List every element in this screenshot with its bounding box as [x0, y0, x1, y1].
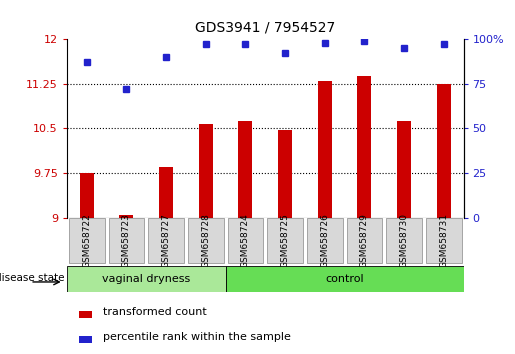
- Bar: [159, 167, 173, 218]
- Text: GSM658726: GSM658726: [320, 213, 329, 268]
- Text: GSM658727: GSM658727: [162, 213, 170, 268]
- Text: control: control: [325, 274, 364, 284]
- Text: disease state: disease state: [0, 273, 65, 283]
- FancyBboxPatch shape: [226, 266, 464, 292]
- FancyBboxPatch shape: [347, 218, 382, 263]
- Text: GSM658724: GSM658724: [241, 213, 250, 268]
- Bar: [437, 84, 451, 218]
- Bar: [238, 121, 252, 218]
- Bar: [79, 311, 92, 318]
- Bar: [357, 76, 371, 218]
- Text: transformed count: transformed count: [102, 307, 207, 317]
- FancyBboxPatch shape: [67, 266, 226, 292]
- Bar: [318, 81, 332, 218]
- FancyBboxPatch shape: [188, 218, 224, 263]
- Bar: [199, 124, 213, 218]
- Text: GSM658729: GSM658729: [360, 213, 369, 268]
- Bar: [397, 121, 411, 218]
- FancyBboxPatch shape: [386, 218, 422, 263]
- Title: GDS3941 / 7954527: GDS3941 / 7954527: [195, 21, 335, 35]
- FancyBboxPatch shape: [426, 218, 461, 263]
- Text: vaginal dryness: vaginal dryness: [102, 274, 191, 284]
- FancyBboxPatch shape: [148, 218, 184, 263]
- FancyBboxPatch shape: [228, 218, 263, 263]
- Text: percentile rank within the sample: percentile rank within the sample: [102, 332, 290, 342]
- FancyBboxPatch shape: [69, 218, 105, 263]
- FancyBboxPatch shape: [267, 218, 303, 263]
- Text: GSM658722: GSM658722: [82, 213, 91, 268]
- Text: GSM658728: GSM658728: [201, 213, 210, 268]
- Text: GSM658723: GSM658723: [122, 213, 131, 268]
- Bar: [119, 215, 133, 218]
- FancyBboxPatch shape: [307, 218, 342, 263]
- Bar: [80, 173, 94, 218]
- Text: GSM658725: GSM658725: [281, 213, 289, 268]
- Text: GSM658731: GSM658731: [439, 213, 448, 268]
- FancyBboxPatch shape: [109, 218, 144, 263]
- Text: GSM658730: GSM658730: [400, 213, 408, 268]
- Bar: [278, 130, 292, 218]
- Bar: [79, 336, 92, 343]
